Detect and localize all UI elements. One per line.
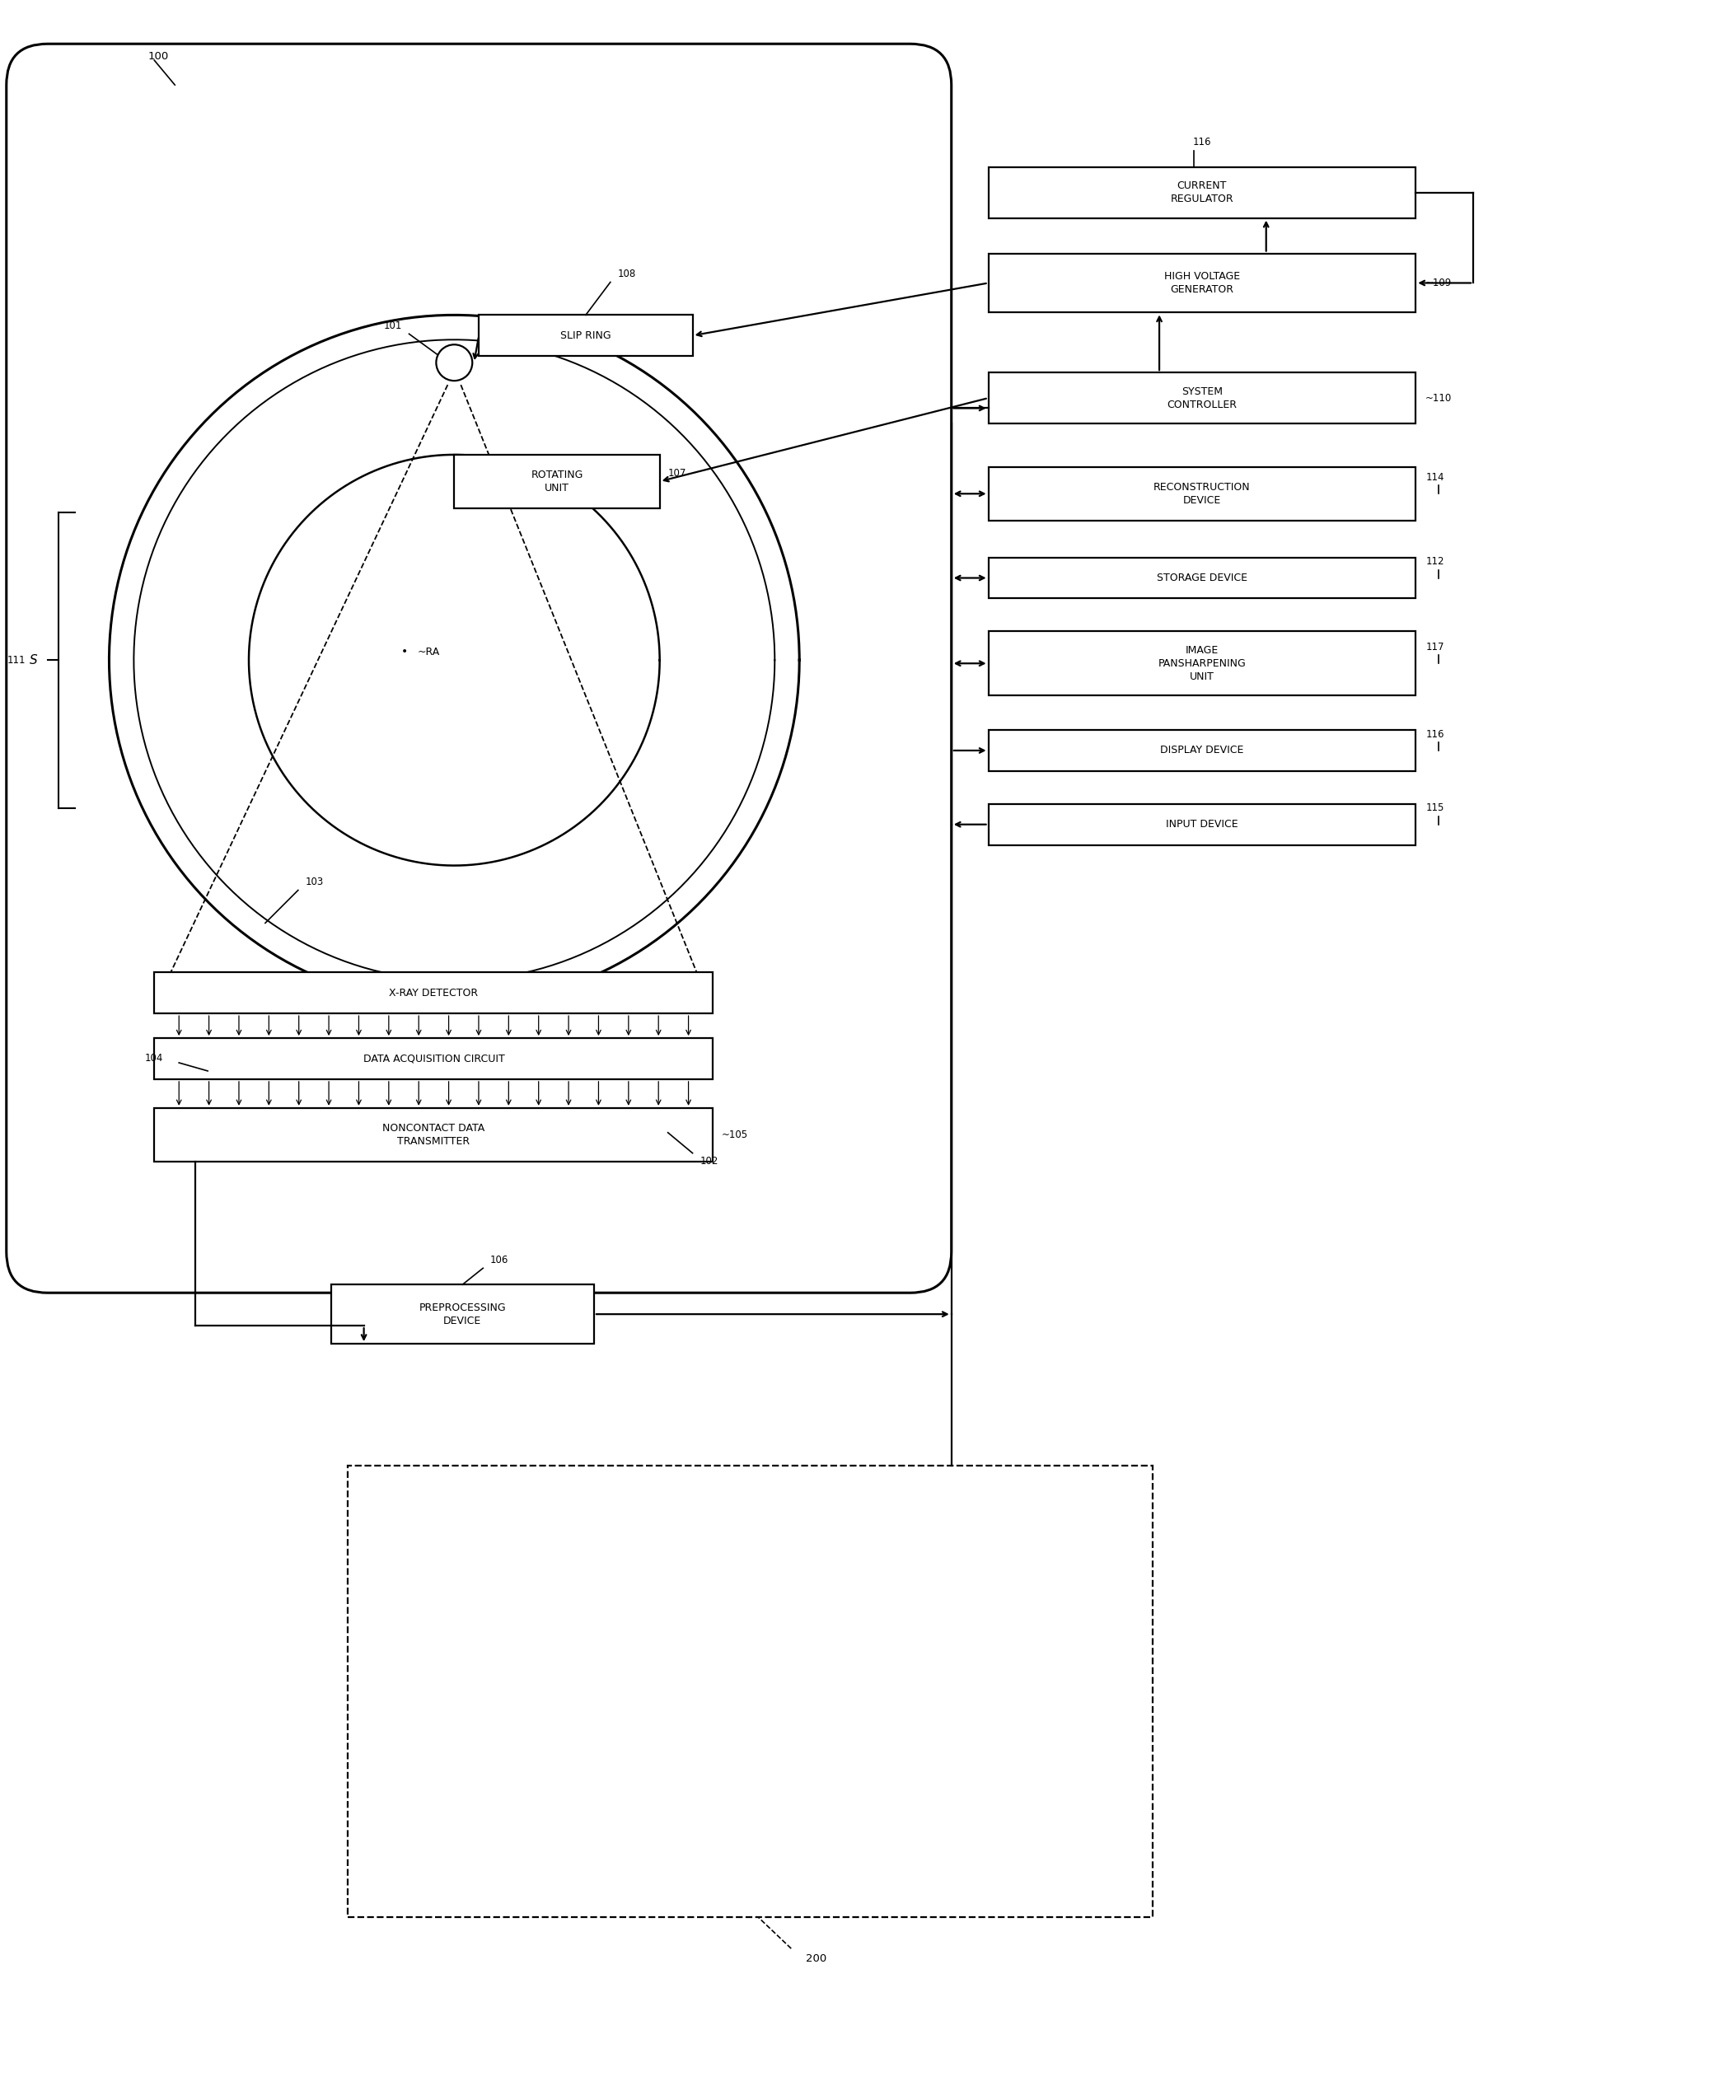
Bar xyxy=(988,804,1415,844)
Bar xyxy=(988,168,1415,218)
Text: 116: 116 xyxy=(1425,729,1444,739)
Text: S: S xyxy=(30,653,38,666)
Bar xyxy=(988,466,1415,521)
Bar xyxy=(455,456,660,508)
Text: HIGH VOLTAGE
GENERATOR: HIGH VOLTAGE GENERATOR xyxy=(1165,271,1240,294)
Text: 100: 100 xyxy=(148,50,168,61)
Bar xyxy=(988,372,1415,424)
Bar xyxy=(332,1285,594,1344)
Text: SYSTEM
CONTROLLER: SYSTEM CONTROLLER xyxy=(1167,386,1238,410)
Text: 111: 111 xyxy=(7,655,26,666)
Bar xyxy=(988,731,1415,771)
Bar xyxy=(479,315,693,357)
Text: •: • xyxy=(401,647,408,657)
Text: 107: 107 xyxy=(668,468,686,479)
Text: 115: 115 xyxy=(1425,802,1444,813)
Text: CURRENT
REGULATOR: CURRENT REGULATOR xyxy=(1170,181,1234,204)
Text: 112: 112 xyxy=(1425,556,1444,567)
FancyBboxPatch shape xyxy=(7,44,951,1294)
Bar xyxy=(988,556,1415,598)
Bar xyxy=(155,1037,713,1079)
Text: ~109: ~109 xyxy=(1425,277,1451,288)
Text: PREPROCESSING
DEVICE: PREPROCESSING DEVICE xyxy=(418,1302,505,1325)
Text: 102: 102 xyxy=(700,1155,719,1168)
Bar xyxy=(988,254,1415,313)
Bar xyxy=(347,1466,1153,1917)
Bar xyxy=(155,972,713,1014)
Text: 101: 101 xyxy=(384,321,401,332)
Text: IMAGE
PANSHARPENING
UNIT: IMAGE PANSHARPENING UNIT xyxy=(1158,645,1246,683)
Text: NONCONTACT DATA
TRANSMITTER: NONCONTACT DATA TRANSMITTER xyxy=(382,1124,484,1147)
Text: ROTATING
UNIT: ROTATING UNIT xyxy=(531,470,583,494)
Circle shape xyxy=(436,344,472,380)
Text: 200: 200 xyxy=(806,1953,826,1964)
Text: 114: 114 xyxy=(1425,472,1444,483)
Text: ~105: ~105 xyxy=(722,1130,748,1140)
Text: 117: 117 xyxy=(1425,643,1444,653)
Text: ~RA: ~RA xyxy=(417,647,439,657)
Text: 116: 116 xyxy=(1193,136,1212,147)
Text: STORAGE DEVICE: STORAGE DEVICE xyxy=(1156,573,1248,584)
Text: DATA ACQUISITION CIRCUIT: DATA ACQUISITION CIRCUIT xyxy=(363,1054,505,1065)
Text: 106: 106 xyxy=(490,1254,509,1266)
Text: ~110: ~110 xyxy=(1425,393,1451,403)
Text: SLIP RING: SLIP RING xyxy=(561,330,611,340)
Bar xyxy=(155,1109,713,1161)
Text: RECONSTRUCTION
DEVICE: RECONSTRUCTION DEVICE xyxy=(1154,481,1250,506)
Text: DISPLAY DEVICE: DISPLAY DEVICE xyxy=(1160,746,1243,756)
Bar xyxy=(988,632,1415,695)
Text: X-RAY DETECTOR: X-RAY DETECTOR xyxy=(389,987,477,998)
Text: 103: 103 xyxy=(306,876,323,888)
Text: INPUT DEVICE: INPUT DEVICE xyxy=(1167,819,1238,830)
Text: 108: 108 xyxy=(618,269,635,279)
Text: 104: 104 xyxy=(146,1054,163,1065)
